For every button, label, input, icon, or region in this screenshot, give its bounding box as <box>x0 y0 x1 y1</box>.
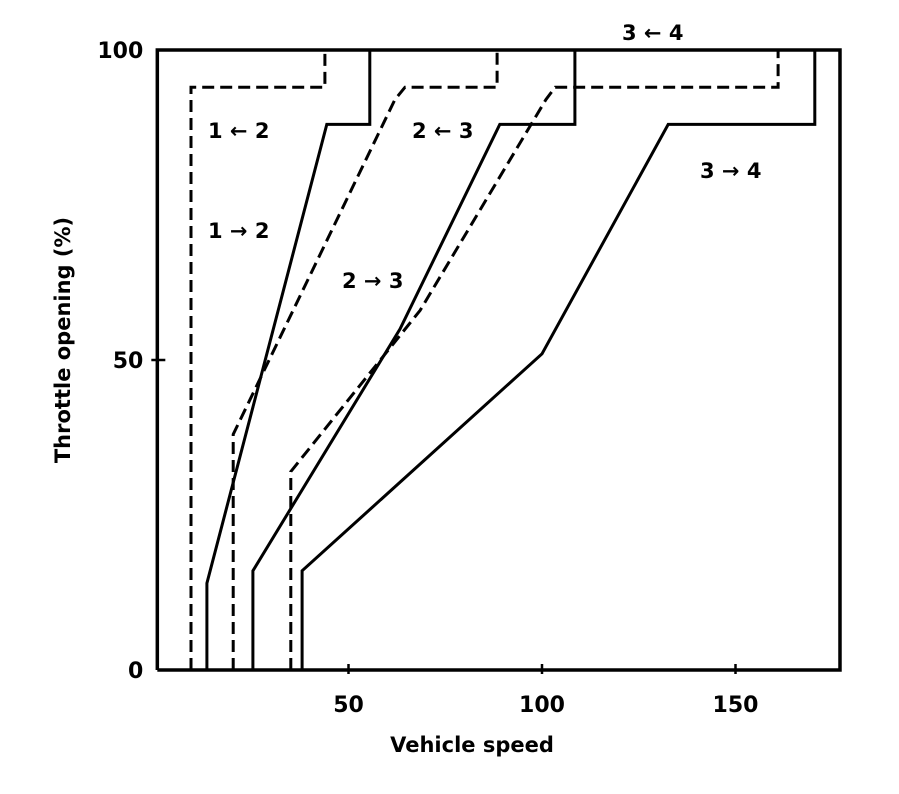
upshift-line <box>251 50 577 670</box>
upshift-line <box>205 50 372 670</box>
x-tick-label: 150 <box>713 693 759 718</box>
y-tick-label: 0 <box>128 659 143 684</box>
x-tick-label: 100 <box>519 693 565 718</box>
shift-curves <box>189 50 817 670</box>
curve-label: 2 → 3 <box>342 269 403 293</box>
y-tick-label: 50 <box>113 349 144 374</box>
downshift-line <box>289 50 780 670</box>
upshift-line <box>300 50 817 670</box>
curve-label: 2 ← 3 <box>412 119 473 143</box>
x-axis-title: Vehicle speed <box>390 733 554 757</box>
plot-border <box>155 48 842 672</box>
axis-ticks: 50 100 150 0 50 100 <box>97 39 758 718</box>
plot-frame <box>155 48 842 672</box>
curve-label: 3 → 4 <box>700 159 761 183</box>
curve-label: 3 ← 4 <box>622 21 683 45</box>
downshift-line <box>189 50 327 670</box>
y-tick-label: 100 <box>97 39 143 64</box>
curve-label: 1 ← 2 <box>208 119 269 143</box>
downshift-line <box>231 50 499 670</box>
x-tick-label: 50 <box>333 693 364 718</box>
curve-labels: 1 → 2 1 ← 2 2 → 3 2 ← 3 3 → 4 3 ← 4 <box>208 21 761 293</box>
y-axis-title: Throttle opening (%) <box>51 217 75 463</box>
curve-label: 1 → 2 <box>208 219 269 243</box>
